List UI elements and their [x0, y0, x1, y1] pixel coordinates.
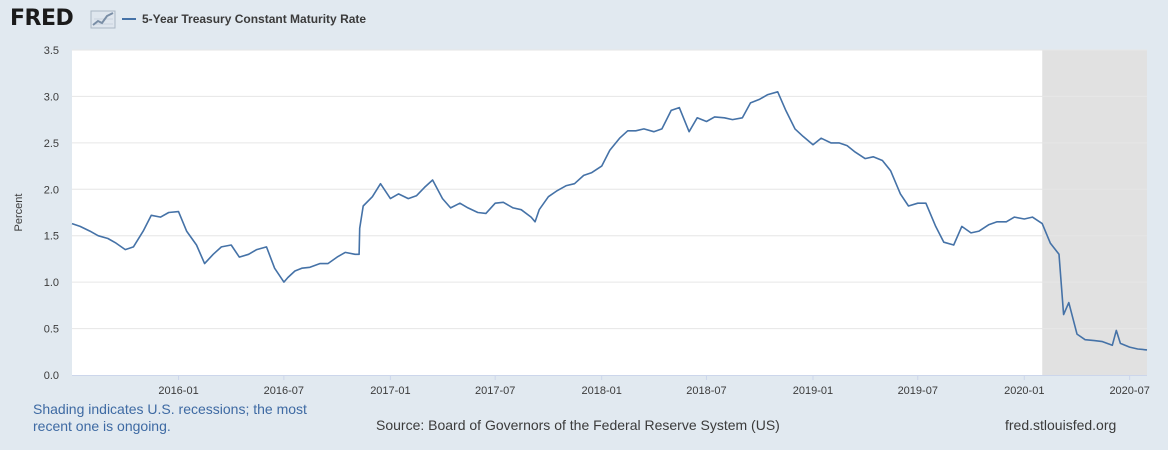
x-tick-label: 2019-07 [898, 385, 938, 397]
y-tick-label: 0.5 [44, 324, 59, 336]
recession-note-line1: Shading indicates U.S. recessions; the m… [33, 401, 307, 417]
y-tick-label: 0.0 [44, 370, 59, 382]
x-tick-label: 2020-01 [1004, 385, 1044, 397]
header-bar: FRED 5-Year Treasury Constant Maturity R… [0, 0, 1168, 40]
recession-note-line2: recent one is ongoing. [33, 418, 171, 434]
fred-chart-icon [90, 10, 116, 29]
y-tick-label: 2.0 [44, 184, 59, 196]
y-tick-label: 1.0 [44, 277, 59, 289]
x-tick-label: 2020-07 [1109, 385, 1149, 397]
x-tick-label: 2018-01 [581, 385, 621, 397]
x-tick-label: 2018-07 [686, 385, 726, 397]
recession-shading [1042, 50, 1147, 375]
recession-note: Shading indicates U.S. recessions; the m… [33, 401, 307, 435]
y-tick-label: 2.5 [44, 138, 59, 150]
source-note: Source: Board of Governors of the Federa… [376, 417, 780, 433]
site-link[interactable]: fred.stlouisfed.org [1005, 417, 1117, 433]
legend: 5-Year Treasury Constant Maturity Rate [122, 12, 366, 26]
y-tick-label: 3.5 [44, 45, 59, 57]
y-tick-label: 1.5 [44, 231, 59, 243]
x-tick-label: 2016-07 [264, 385, 304, 397]
line-chart: 0.0 0.5 1.0 1.5 2.0 2.5 3.0 3.5 2016-01 2016-07 20… [13, 45, 1150, 397]
x-tick-label: 2019-01 [793, 385, 833, 397]
y-axis-label: Percent [13, 194, 25, 232]
legend-label: 5-Year Treasury Constant Maturity Rate [142, 12, 367, 26]
y-tick-label: 3.0 [44, 91, 59, 103]
legend-swatch [122, 18, 136, 20]
plot-area [72, 50, 1147, 375]
fred-logo[interactable]: FRED [10, 6, 74, 31]
x-tick-label: 2017-01 [370, 385, 410, 397]
series-line [71, 91, 1148, 351]
x-tick-label: 2016-01 [158, 385, 198, 397]
x-tick-label: 2017-07 [475, 385, 515, 397]
